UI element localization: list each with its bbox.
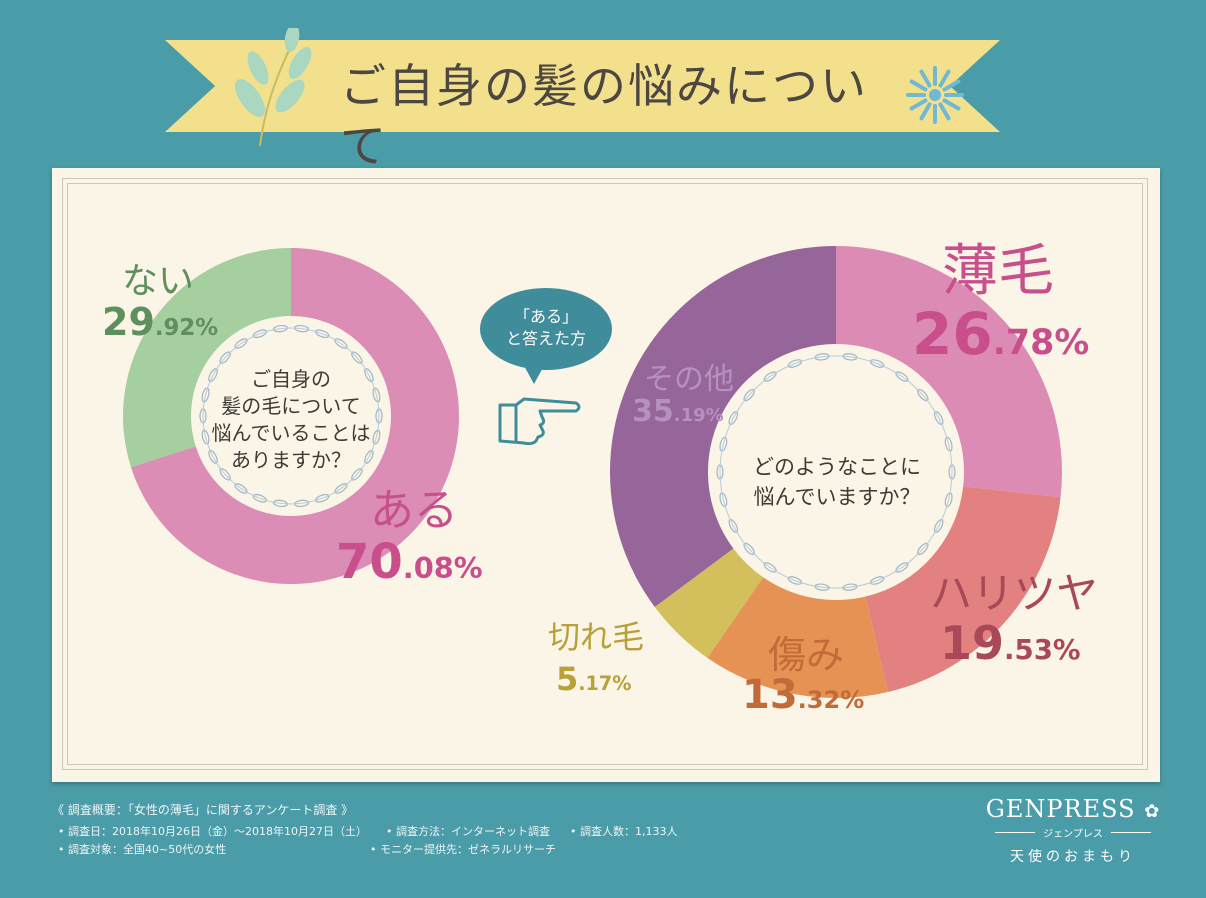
flower-petal [933, 104, 937, 124]
flower-petal [938, 102, 951, 121]
panel-frame [62, 178, 1148, 770]
slice-label-sonota: その他 [644, 362, 734, 397]
donut-slice [610, 246, 836, 608]
flower-petal [919, 69, 932, 88]
slice-label-kirege: 切れ毛 [548, 618, 645, 656]
chart1-center-question: ご自身の 髪の毛について 悩んでいることは ありますか？ [196, 366, 386, 474]
wreath-ring [719, 355, 953, 589]
pct-dec: .17% [578, 672, 632, 695]
flower-petal [909, 79, 928, 92]
slice-pct-usuge: 26.78% [912, 300, 1089, 368]
survey-date: • 調査日：2018年10月26日（金）〜2018年10月27日（土） [58, 825, 367, 838]
donut-chart-1 [122, 248, 460, 584]
bubble-line: 「ある」 [513, 307, 578, 326]
survey-provider: • モニター提供先：ゼネラルリサーチ [370, 843, 556, 856]
survey-method: • 調査方法：インターネット調査 [386, 825, 550, 838]
pct-int: 35 [632, 394, 674, 429]
pct-int: 26 [912, 300, 993, 368]
slice-label-aru: ある [370, 485, 458, 536]
survey-heading: 《 調査概要：「女性の薄毛」に関するアンケート調査 》 [52, 803, 354, 817]
center-line: 悩んでいることは [211, 421, 371, 445]
slice-label-usuge: 薄毛 [942, 239, 1054, 304]
brand-tagline: 天使のおまもり [1010, 849, 1136, 865]
divider [995, 832, 1036, 833]
slice-pct-haritsuya: 19.53% [940, 616, 1081, 670]
brand-name: GENPRESS [985, 795, 1136, 823]
pct-dec: .08% [402, 551, 483, 585]
panel-frame-inner [67, 183, 1143, 765]
flower-petal [906, 93, 926, 97]
slice-pct-aru: 70.08% [336, 534, 483, 590]
pct-dec: .78% [992, 323, 1090, 363]
pct-int: 70 [336, 534, 403, 590]
chart2-center-question: どのようなことに 悩んでいますか？ [724, 452, 950, 512]
donut-slice [130, 248, 460, 584]
flower-petal [942, 79, 961, 92]
page-title: ご自身の髪の悩みについて [340, 59, 868, 173]
survey-target: • 調査対象：全国40~50代の女性 [58, 843, 227, 856]
donut-chart-2 [610, 246, 1062, 698]
donut-slice [122, 248, 291, 468]
leaf-icon [234, 28, 312, 147]
pct-dec: .53% [1004, 633, 1081, 666]
flower-petal [944, 93, 964, 97]
divider [1110, 832, 1151, 833]
pct-int: 5 [556, 660, 579, 698]
center-line: どのようなことに [753, 455, 921, 479]
center-line: 髪の毛について [221, 394, 361, 418]
brand-flower-icon: ✿ [1144, 801, 1161, 822]
flower-petal [938, 69, 951, 88]
pct-dec: .92% [154, 315, 219, 341]
center-line: 悩んでいますか？ [753, 485, 921, 509]
bubble-line: と答えた方 [505, 329, 586, 348]
brand-kana: ジェンプレス [1043, 829, 1103, 840]
wreath-ring [202, 327, 380, 505]
donut-slice [865, 486, 1061, 692]
slice-pct-itami: 13.32% [742, 672, 864, 718]
slice-pct-nai: 29.92% [102, 300, 218, 344]
slice-label-itami: 傷み [768, 633, 845, 677]
slice-pct-kirege: 5.17% [556, 660, 631, 698]
donut-slice [654, 548, 764, 658]
donut-slice [836, 246, 1062, 498]
flower-petal [909, 98, 928, 111]
pct-int: 13 [742, 672, 798, 718]
donut-slice [707, 577, 888, 698]
flower-petal [933, 66, 937, 86]
slice-label-haritsuya: ハリツヤ [930, 569, 1099, 618]
flower-petal [942, 98, 961, 111]
pct-dec: .19% [673, 405, 724, 426]
slice-pct-sonota: 35.19% [632, 394, 724, 429]
center-line: ありますか？ [231, 448, 351, 472]
bubble-tail [522, 362, 546, 384]
flower-petal [919, 102, 932, 121]
slice-label-nai: ない [122, 261, 195, 302]
filter-bubble: 「ある」 と答えた方 [480, 288, 612, 370]
pct-int: 29 [102, 300, 155, 344]
pct-dec: .32% [797, 686, 865, 714]
brand-logo: GENPRESS ✿ ジェンプレス 天使のおまもり [978, 795, 1168, 866]
pct-int: 19 [940, 616, 1005, 670]
snowflake-flower-icon [906, 66, 964, 124]
survey-count: • 調査人数：1,133人 [570, 825, 678, 838]
pointing-hand-icon [498, 397, 581, 446]
center-line: ご自身の [251, 367, 331, 391]
